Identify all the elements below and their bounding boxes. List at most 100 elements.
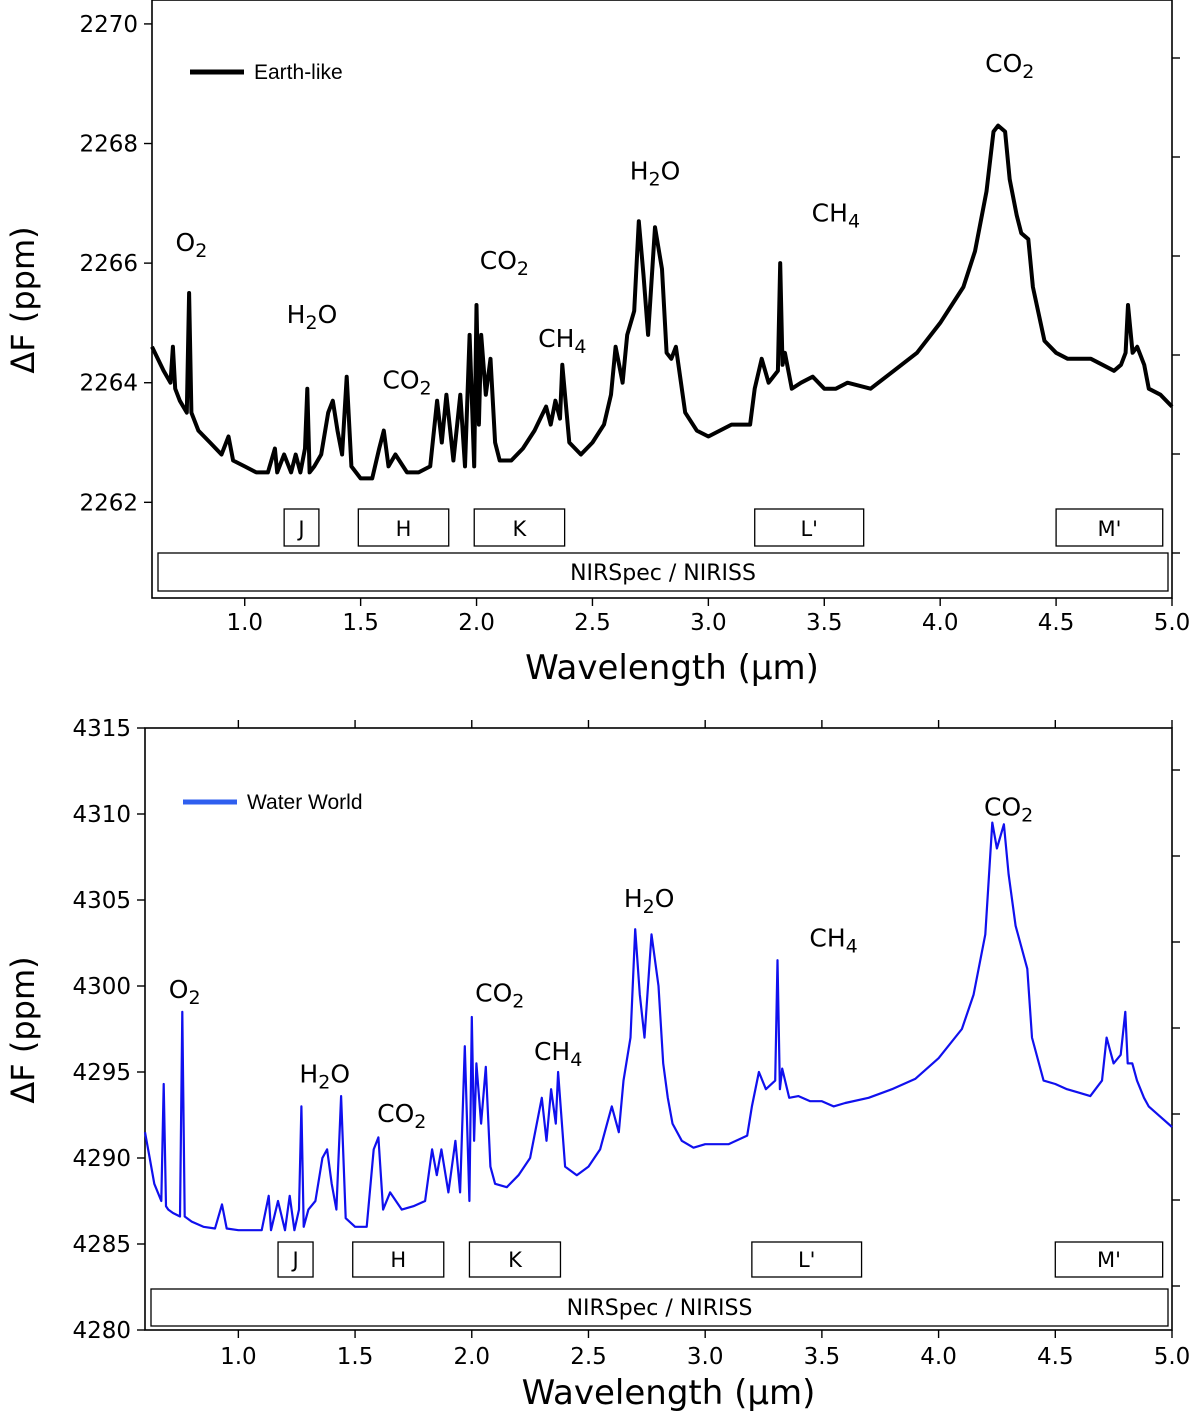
spectrum-line (143, 821, 1173, 1232)
x-tick-label: 2.5 (570, 1344, 607, 1370)
x-tick-label: 4.0 (920, 1344, 957, 1370)
formula-subscript: 2 (1021, 805, 1033, 827)
molecule-label: CO2 (985, 49, 1034, 83)
formula-subscript: 2 (649, 168, 661, 190)
y-axis-title: ΔF (ppm) (4, 956, 42, 1103)
y-tick-label: 4295 (72, 1060, 131, 1086)
band-label: H (396, 517, 412, 541)
band-box (283, 508, 320, 547)
panel-water-world: 1.0 1.5 2.0 2.5 3.0 3.5 4.0 4.5 5.0 4280 4285 4290 4… (4, 716, 1190, 1413)
x-tick-label: 5.0 (1154, 610, 1191, 636)
y-tick-label: 4290 (72, 1146, 131, 1172)
band-box (357, 508, 450, 547)
legend-label: Earth-like (254, 61, 343, 84)
molecule-label: CH4 (538, 324, 586, 358)
molecule-label: H2O (287, 300, 338, 334)
formula-subscript: 2 (1022, 61, 1034, 83)
y-tick-label: 2268 (79, 132, 138, 158)
instrument-box (157, 552, 1169, 592)
x-tick-label: 1.5 (337, 1344, 374, 1370)
molecule-label: H2O (630, 156, 681, 190)
x-tick-label: 3.5 (804, 1344, 841, 1370)
formula-subscript: 4 (848, 210, 860, 232)
formula-species: CO (480, 246, 517, 275)
band-box (1054, 1241, 1164, 1278)
formula-species: H (287, 300, 306, 329)
y-tick-label: 2270 (79, 12, 138, 38)
plot-frame (144, 727, 1173, 1331)
y-tick-label: 2264 (79, 371, 138, 397)
formula-subscript: 2 (512, 990, 524, 1012)
formula-subscript: 2 (420, 378, 432, 400)
formula-species: CO (985, 49, 1022, 78)
y-tick-label: 4285 (72, 1232, 131, 1258)
molecule-label: H2O (624, 884, 675, 918)
legend-label: Water World (247, 791, 363, 814)
x-tick-label: 1.0 (220, 1344, 257, 1370)
x-tick-label: 5.0 (1154, 1344, 1191, 1370)
formula-subscript: 2 (517, 258, 529, 280)
formula-subscript: 2 (188, 987, 200, 1009)
band-label: L' (800, 517, 817, 541)
formula-species: CH (534, 1037, 570, 1066)
band-label: M' (1097, 1248, 1121, 1272)
x-tick-label: 1.5 (342, 610, 379, 636)
molecule-label: CH4 (534, 1037, 582, 1071)
molecule-label: CH4 (809, 923, 857, 957)
y-tick-label: 4300 (72, 974, 131, 1000)
formula-species: H (624, 884, 643, 913)
band-box (277, 1241, 314, 1278)
x-tick-label: 3.0 (687, 1344, 724, 1370)
formula-rest: O (655, 884, 675, 913)
band-label: L' (798, 1248, 815, 1272)
formula-species: O (169, 975, 189, 1004)
instrument-label: NIRSpec / NIRISS (570, 561, 756, 586)
molecule-label: CO2 (382, 366, 431, 400)
y-tick-label: 2266 (79, 251, 138, 277)
x-tick-label: 3.0 (690, 610, 727, 636)
band-box (754, 508, 865, 547)
molecule-label: CO2 (377, 1099, 426, 1133)
x-tick-label: 4.5 (1037, 1344, 1074, 1370)
formula-species: CO (984, 793, 1021, 822)
molecule-label: CO2 (475, 978, 524, 1012)
formula-species: CO (475, 978, 512, 1007)
y-tick-label: 4310 (72, 802, 131, 828)
panel-earth-like: 1.0 1.5 2.0 2.5 3.0 3.5 4.0 4.5 5.0 2262 2264 2266 2… (4, 0, 1190, 688)
molecule-label: O2 (176, 228, 208, 262)
band-label: J (296, 517, 304, 541)
formula-subscript: 4 (846, 935, 858, 957)
band-box (468, 1241, 562, 1278)
y-tick-label: 4305 (72, 888, 131, 914)
x-axis-title: Wavelength (μm) (522, 1373, 816, 1413)
x-tick-label: 3.5 (806, 610, 843, 636)
x-tick-label: 2.5 (574, 610, 611, 636)
formula-species: H (630, 156, 649, 185)
band-label: M' (1097, 517, 1121, 541)
band-box (473, 508, 566, 547)
molecule-label: O2 (169, 975, 201, 1009)
formula-species: CH (812, 198, 848, 227)
formula-rest: O (330, 1059, 350, 1088)
formula-subscript: 4 (570, 1049, 582, 1071)
x-tick-label: 2.0 (458, 610, 495, 636)
molecule-label: H2O (299, 1059, 350, 1093)
formula-rest: O (661, 156, 681, 185)
band-label: K (513, 517, 528, 541)
formula-species: CH (809, 923, 845, 952)
spectrum-line (150, 123, 1174, 481)
formula-species: CH (538, 324, 574, 353)
formula-subscript: 2 (195, 240, 207, 262)
band-box (751, 1241, 863, 1278)
instrument-label: NIRSpec / NIRISS (567, 1296, 753, 1321)
band-label: H (390, 1248, 406, 1272)
x-tick-label: 4.5 (1038, 610, 1075, 636)
x-tick-label: 4.0 (922, 610, 959, 636)
x-tick-label: 1.0 (226, 610, 263, 636)
instrument-box (150, 1288, 1169, 1327)
x-axis-title: Wavelength (μm) (525, 648, 819, 688)
y-tick-label: 2262 (79, 490, 138, 516)
band-label: J (290, 1248, 298, 1272)
band-box (352, 1241, 445, 1278)
